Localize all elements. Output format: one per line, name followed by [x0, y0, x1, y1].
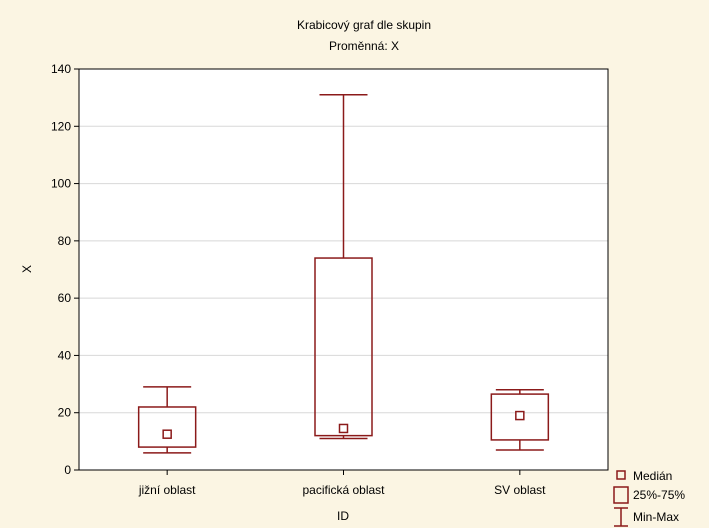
legend-median-marker — [616, 470, 626, 480]
box-series — [137, 94, 550, 454]
y-axis: 0 20 40 60 80 100 120 140 — [51, 62, 79, 477]
median-marker — [515, 410, 525, 421]
legend-range-label: Min-Max — [633, 510, 679, 524]
y-tick-label: 20 — [58, 406, 72, 420]
legend-range-marker — [614, 507, 628, 527]
y-tick-label: 40 — [58, 348, 72, 362]
x-tick-label: jižní oblast — [138, 483, 196, 497]
legend-box-label: 25%-75% — [633, 488, 685, 502]
median-marker — [338, 423, 349, 434]
legend: Medián 25%-75% Min-Max — [613, 469, 685, 527]
chart-title: Krabicový graf dle skupin — [297, 18, 431, 32]
median-marker — [162, 429, 172, 439]
x-tick-label: SV oblast — [494, 483, 546, 497]
legend-box-marker — [613, 486, 629, 504]
legend-median-label: Medián — [633, 469, 672, 483]
box-iqr — [490, 393, 550, 441]
y-tick-label: 80 — [58, 234, 72, 248]
y-tick-label: 140 — [51, 62, 71, 76]
y-axis-label: X — [20, 265, 34, 273]
y-tick-label: 100 — [51, 177, 71, 191]
box-group — [137, 386, 197, 454]
chart-subtitle: Proměnná: X — [329, 39, 399, 53]
y-tick-label: 0 — [64, 463, 71, 477]
box-iqr — [137, 406, 197, 448]
y-tick-label: 120 — [51, 119, 71, 133]
y-tick-label: 60 — [58, 291, 72, 305]
box-group — [490, 389, 550, 451]
box-iqr — [314, 257, 373, 437]
x-axis-label: ID — [337, 509, 349, 523]
box-group — [314, 94, 373, 440]
x-tick-label: pacifická oblast — [302, 483, 385, 497]
x-axis: jižní oblast pacifická oblast SV oblast — [138, 470, 546, 497]
